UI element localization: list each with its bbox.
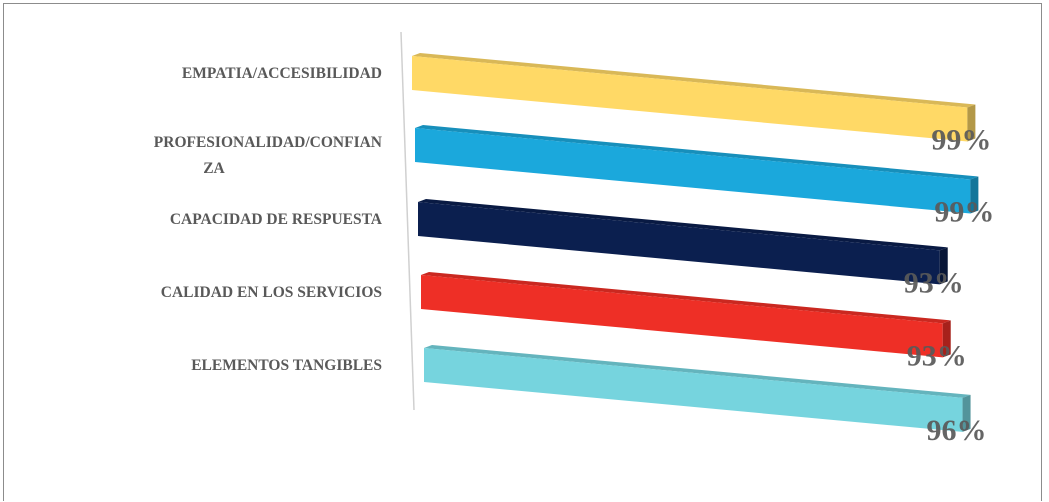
data-label: 93% bbox=[904, 266, 964, 299]
bar-end-face bbox=[939, 247, 948, 285]
data-label: 99% bbox=[931, 123, 991, 156]
category-axis-line bbox=[400, 31, 415, 411]
bar bbox=[412, 53, 976, 142]
data-label: 99% bbox=[934, 195, 994, 228]
category-label: PROFESIONALIDAD/CONFIAN bbox=[154, 134, 382, 151]
chart-area: 99% EMPATIA/ACCESIBILIDAD 99% PROFESIONALID… bbox=[3, 3, 1042, 501]
bar-front-face bbox=[421, 275, 943, 358]
bars-layer bbox=[412, 53, 979, 432]
bar-front-face bbox=[424, 348, 963, 432]
data-label: 96% bbox=[927, 414, 987, 447]
category-label: ELEMENTOS TANGIBLES bbox=[191, 357, 382, 374]
bar bbox=[421, 272, 951, 358]
bar-front-face bbox=[418, 202, 940, 285]
bar-top-face bbox=[418, 199, 948, 251]
category-label: EMPATIA/ACCESIBILIDAD bbox=[182, 65, 382, 82]
bar-end-face bbox=[967, 104, 976, 142]
bar-top-face bbox=[421, 272, 951, 324]
data-label: 93% bbox=[907, 339, 967, 372]
bar-end-face bbox=[970, 176, 979, 214]
bar-end-face bbox=[942, 320, 951, 358]
bar bbox=[424, 345, 971, 432]
category-label: CALIDAD EN LOS SERVICIOS bbox=[161, 284, 382, 301]
bar-chart: 99% EMPATIA/ACCESIBILIDAD 99% PROFESIONALID… bbox=[154, 31, 995, 447]
bar-front-face bbox=[412, 56, 968, 142]
bar-front-face bbox=[415, 128, 971, 214]
bar bbox=[415, 125, 979, 214]
category-label: ZA bbox=[203, 160, 225, 177]
category-label: CAPACIDAD DE RESPUESTA bbox=[170, 211, 383, 228]
labels-layer: 99% EMPATIA/ACCESIBILIDAD 99% PROFESIONALID… bbox=[154, 65, 995, 447]
bar-top-face bbox=[412, 53, 976, 108]
bar-top-face bbox=[415, 125, 979, 180]
bar-top-face bbox=[424, 345, 971, 398]
bar bbox=[418, 199, 948, 285]
bar-end-face bbox=[962, 394, 971, 432]
